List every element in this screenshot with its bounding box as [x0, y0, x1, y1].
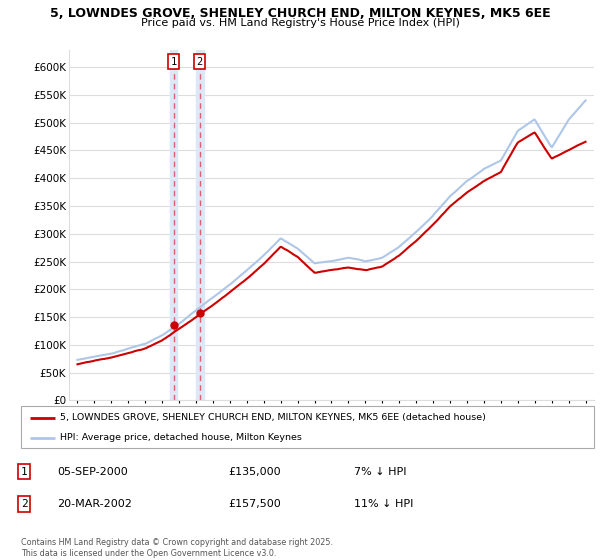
Text: HPI: Average price, detached house, Milton Keynes: HPI: Average price, detached house, Milt… [60, 433, 302, 442]
Text: 5, LOWNDES GROVE, SHENLEY CHURCH END, MILTON KEYNES, MK5 6EE (detached house): 5, LOWNDES GROVE, SHENLEY CHURCH END, MI… [60, 413, 486, 422]
Bar [196, 50, 203, 400]
Text: 20-MAR-2002: 20-MAR-2002 [57, 499, 132, 509]
Text: 1: 1 [20, 466, 28, 477]
Text: 1: 1 [170, 57, 177, 67]
Text: £157,500: £157,500 [228, 499, 281, 509]
Text: 2: 2 [197, 57, 203, 67]
Text: £135,000: £135,000 [228, 466, 281, 477]
Text: 11% ↓ HPI: 11% ↓ HPI [354, 499, 413, 509]
Text: Contains HM Land Registry data © Crown copyright and database right 2025.
This d: Contains HM Land Registry data © Crown c… [21, 538, 333, 558]
Text: 2: 2 [20, 499, 28, 509]
Text: 05-SEP-2000: 05-SEP-2000 [57, 466, 128, 477]
FancyBboxPatch shape [21, 406, 594, 448]
Text: Price paid vs. HM Land Registry's House Price Index (HPI): Price paid vs. HM Land Registry's House … [140, 18, 460, 29]
Text: 5, LOWNDES GROVE, SHENLEY CHURCH END, MILTON KEYNES, MK5 6EE: 5, LOWNDES GROVE, SHENLEY CHURCH END, MI… [50, 7, 550, 20]
Text: 7% ↓ HPI: 7% ↓ HPI [354, 466, 407, 477]
Bar [170, 50, 178, 400]
